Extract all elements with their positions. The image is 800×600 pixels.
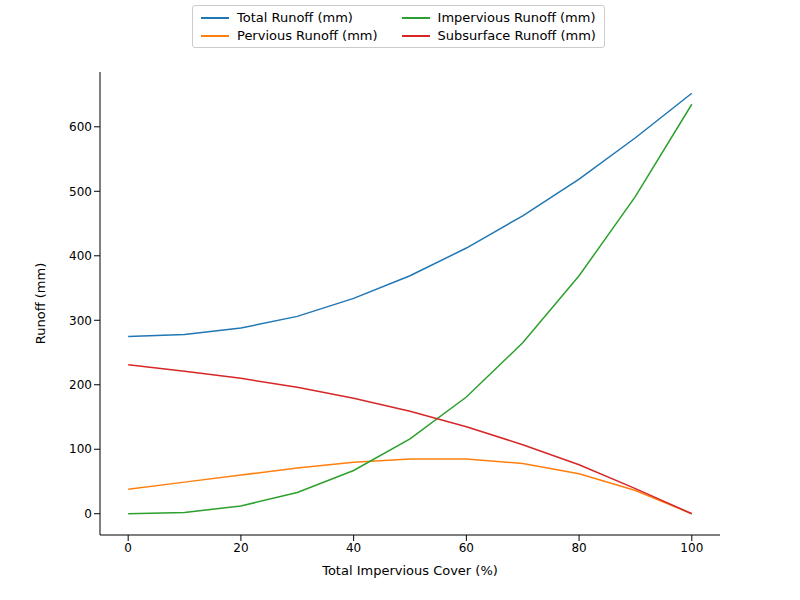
svg-text:0: 0	[124, 541, 132, 555]
html-text:Impervious Runoff (mm): Impervious Runoff (mm)	[437, 10, 596, 25]
svg-text:600: 600	[69, 120, 92, 134]
svg-text:0: 0	[84, 507, 92, 521]
svg-text:300: 300	[69, 314, 92, 328]
svg-text:Runoff (mm): Runoff (mm)	[33, 263, 48, 344]
svg-text:20: 20	[233, 541, 248, 555]
html-text:Subsurface Runoff (mm): Subsurface Runoff (mm)	[437, 28, 596, 43]
svg-text:40: 40	[346, 541, 361, 555]
html-text:Total Runoff (mm): Total Runoff (mm)	[237, 10, 353, 25]
svg-text:60: 60	[459, 541, 474, 555]
svg-text:80: 80	[571, 541, 586, 555]
svg-text:400: 400	[69, 249, 92, 263]
svg-text:100: 100	[680, 541, 703, 555]
svg-text:100: 100	[69, 442, 92, 456]
svg-text:500: 500	[69, 185, 92, 199]
svg-text:Total Impervious Cover (%): Total Impervious Cover (%)	[321, 563, 498, 578]
svg-text:200: 200	[69, 378, 92, 392]
html-text:Pervious Runoff (mm): Pervious Runoff (mm)	[237, 28, 378, 43]
